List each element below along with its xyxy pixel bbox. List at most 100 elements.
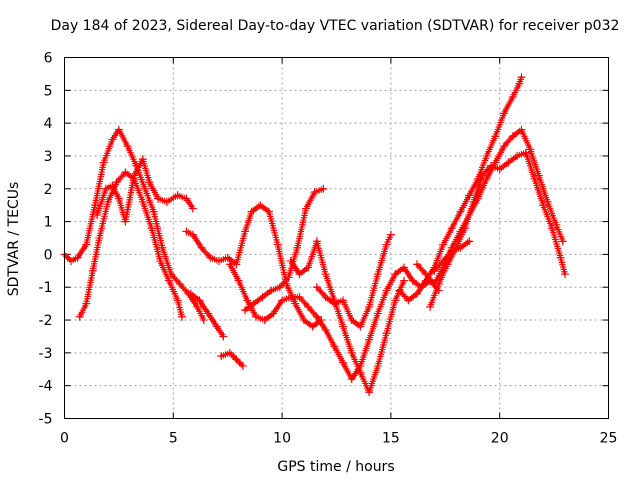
data-point — [121, 168, 130, 177]
y-tick-label: 0 — [44, 247, 53, 263]
data-point — [234, 276, 243, 285]
data-point — [138, 155, 147, 164]
data-point — [339, 322, 347, 331]
data-point — [232, 355, 241, 364]
data-point — [215, 257, 223, 265]
data-point — [534, 171, 543, 180]
data-point — [295, 293, 304, 302]
data-point — [513, 152, 522, 160]
data-point — [400, 263, 408, 272]
data-point — [286, 293, 295, 302]
data-point — [547, 224, 556, 233]
data-point — [543, 197, 552, 206]
data-point — [413, 260, 421, 269]
series-markers — [226, 261, 442, 383]
data-point — [164, 276, 173, 285]
data-point — [319, 184, 328, 193]
data-point — [330, 342, 339, 351]
data-point — [515, 79, 524, 88]
data-point — [447, 247, 456, 256]
data-point — [439, 240, 448, 249]
data-point — [269, 309, 278, 318]
y-tick-label: -3 — [39, 346, 53, 362]
data-point — [252, 312, 260, 321]
data-point — [188, 230, 197, 239]
data-point — [75, 312, 84, 321]
data-point — [156, 257, 165, 265]
data-point — [434, 279, 443, 288]
series-arc-5 — [186, 289, 228, 341]
data-point — [293, 243, 302, 252]
data-point — [108, 135, 117, 144]
series-arc-13 — [426, 148, 569, 311]
data-point — [421, 270, 430, 279]
data-point — [265, 207, 273, 216]
data-point — [178, 312, 186, 321]
data-point — [123, 142, 132, 151]
data-point — [312, 283, 321, 292]
data-point — [138, 197, 147, 206]
data-point — [304, 302, 313, 311]
series-markers — [187, 290, 227, 340]
data-point — [321, 293, 330, 302]
y-tick-labels: -5 -4 -3 -2 -1 0 1 2 3 4 5 6 — [39, 51, 53, 428]
data-point — [530, 174, 539, 183]
data-point — [256, 201, 265, 210]
y-tick-label: 2 — [44, 182, 53, 198]
data-point — [382, 329, 391, 338]
data-point — [199, 316, 208, 324]
data-point — [99, 158, 108, 167]
data-point — [67, 257, 75, 265]
data-point — [400, 276, 408, 285]
data-point — [382, 286, 391, 295]
data-point — [321, 270, 330, 279]
data-point — [504, 158, 513, 167]
y-tick-label: 3 — [44, 149, 53, 165]
data-point — [154, 194, 163, 203]
data-point — [162, 197, 171, 206]
data-point — [104, 197, 112, 206]
data-point — [295, 270, 304, 279]
data-point — [330, 299, 339, 308]
plot-frame — [64, 57, 609, 419]
data-point — [247, 207, 256, 216]
series-arc-9 — [286, 237, 408, 397]
y-tick-label: -5 — [39, 412, 53, 428]
data-point — [114, 125, 123, 134]
data-point — [82, 299, 91, 308]
data-point — [284, 273, 293, 282]
series-arc-7 — [225, 260, 443, 384]
grid — [64, 57, 609, 419]
data-point — [373, 362, 382, 370]
x-axis-label: GPS time / hours — [277, 459, 394, 475]
data-point — [539, 201, 548, 210]
data-point — [447, 224, 456, 233]
data-point — [197, 243, 206, 252]
data-point — [304, 263, 313, 272]
data-point — [73, 253, 82, 262]
data-point — [439, 257, 448, 265]
data-point — [114, 194, 123, 203]
data-point — [182, 227, 191, 236]
data-point — [373, 270, 382, 279]
data-point — [241, 306, 250, 315]
data-point — [347, 348, 356, 357]
axis-ticks — [64, 57, 609, 419]
data-point — [310, 188, 319, 197]
data-point — [273, 240, 282, 249]
data-point — [465, 237, 474, 246]
data-point — [469, 197, 478, 206]
data-point — [408, 276, 417, 285]
data-point — [456, 207, 465, 216]
data-point — [426, 302, 435, 311]
series-arc-14 — [430, 237, 474, 275]
data-point — [182, 194, 191, 203]
data-point — [558, 237, 567, 246]
data-point — [373, 309, 382, 318]
data-point — [430, 266, 439, 275]
data-point — [91, 201, 99, 210]
data-point — [291, 299, 300, 308]
y-tick-label: -2 — [39, 313, 53, 329]
data-point — [347, 375, 356, 384]
